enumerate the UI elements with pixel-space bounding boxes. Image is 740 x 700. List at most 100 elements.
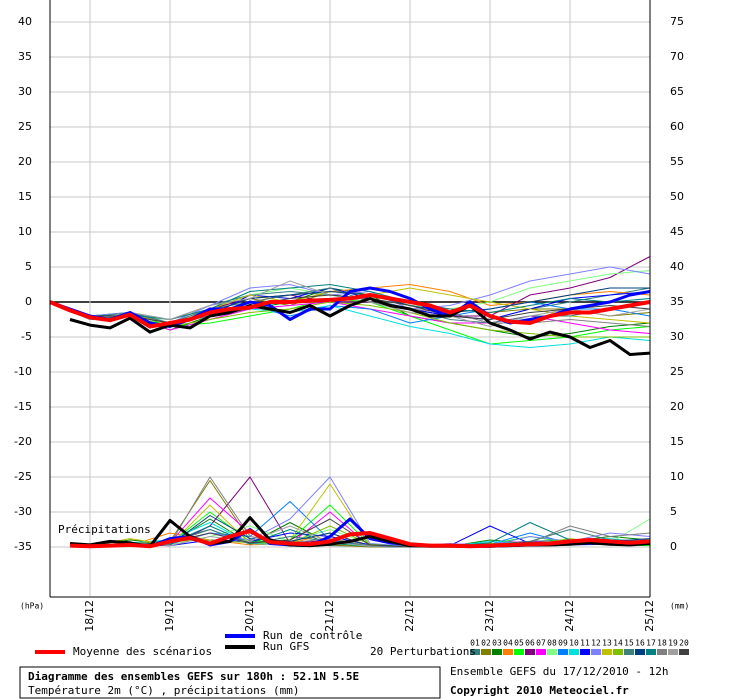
perturbation-number: 17 [646, 639, 656, 648]
perturbation-number: 19 [668, 639, 678, 648]
perturbation-number: 14 [613, 639, 623, 648]
y2-tick-label: 30 [670, 330, 684, 343]
perturbation-swatch [591, 649, 601, 655]
y2-tick-label: 70 [670, 50, 684, 63]
perturbation-swatch [635, 649, 645, 655]
y-tick-label: -20 [14, 435, 32, 448]
perturbation-swatch [547, 649, 557, 655]
y-tick-label: 20 [18, 155, 32, 168]
perturbation-temperature [49, 284, 651, 320]
perturbation-swatch [657, 649, 667, 655]
y2-axis-label: (mm) [670, 602, 689, 611]
y-tick-label: -10 [14, 365, 32, 378]
precip-label: Précipitations [58, 523, 151, 536]
perturbation-number: 01 [470, 639, 480, 648]
y2-tick-label: 75 [670, 15, 684, 28]
y-tick-label: 5 [25, 260, 32, 273]
x-tick-label: 19/12 [163, 600, 176, 632]
y2-tick-label: 0 [670, 540, 677, 553]
y-tick-label: -15 [14, 400, 32, 413]
y-tick-label: 30 [18, 85, 32, 98]
perturbation-swatch [569, 649, 579, 655]
perturbation-number: 08 [547, 639, 557, 648]
perturbation-number: 18 [657, 639, 667, 648]
x-tick-label: 20/12 [243, 600, 256, 632]
y-tick-label: 10 [18, 225, 32, 238]
x-tick-label: 25/12 [643, 600, 656, 632]
perturbation-swatch [602, 649, 612, 655]
title-box [19, 666, 441, 699]
x-tick-label: 18/12 [83, 600, 96, 632]
perturbation-number: 13 [602, 639, 612, 648]
perturbation-number: 07 [536, 639, 546, 648]
chart-subtitle: Température 2m (°C) , précipitations (mm… [28, 684, 300, 697]
perturbation-number: 10 [569, 639, 579, 648]
y-tick-label: -5 [21, 330, 32, 343]
perturbation-number: 12 [591, 639, 601, 648]
perturbation-swatch [646, 649, 656, 655]
copyright: Copyright 2010 Meteociel.fr [450, 684, 629, 697]
perturbation-swatch [679, 649, 689, 655]
perturbation-swatch [536, 649, 546, 655]
perturbation-number: 16 [635, 639, 645, 648]
series-line [49, 293, 651, 329]
perturbation-swatch [668, 649, 678, 655]
y2-tick-label: 50 [670, 190, 684, 203]
perturbation-number: 06 [525, 639, 535, 648]
perturbation-swatch [492, 649, 502, 655]
perturbation-number: 09 [558, 639, 568, 648]
series-line [69, 528, 651, 549]
perturbation-number: 04 [503, 639, 513, 648]
perturbation-swatch [525, 649, 535, 655]
series-line [69, 297, 651, 356]
grid [50, 0, 651, 596]
y2-tick-label: 40 [670, 260, 684, 273]
y2-tick-label: 45 [670, 225, 684, 238]
run-label: Ensemble GEFS du 17/12/2010 - 12h [450, 665, 669, 678]
y-tick-label: 15 [18, 190, 32, 203]
y2-tick-label: 20 [670, 400, 684, 413]
perturbation-swatch [514, 649, 524, 655]
perturbation-temperature [49, 301, 650, 338]
perturbation-swatch [558, 649, 568, 655]
y2-tick-label: 60 [670, 120, 684, 133]
legend-label: Moyenne des scénarios [73, 645, 212, 658]
perturbation-precipitation [89, 476, 651, 548]
y-tick-label: -35 [14, 540, 32, 553]
y-tick-label: 35 [18, 50, 32, 63]
y-axis-label: (hPa) [20, 602, 44, 611]
legend-label: Run de contrôle [263, 629, 362, 642]
perturbation-number: 15 [624, 639, 634, 648]
y2-tick-label: 5 [670, 505, 677, 518]
perturbation-number: 05 [514, 639, 524, 648]
y2-tick-label: 10 [670, 470, 684, 483]
perturbation-swatch [613, 649, 623, 655]
perturbation-swatch [481, 649, 491, 655]
y2-tick-label: 55 [670, 155, 684, 168]
perturbation-swatch [503, 649, 513, 655]
perturbation-swatch [580, 649, 590, 655]
perturbation-swatch [470, 649, 480, 655]
perturbation-number: 20 [679, 639, 689, 648]
y-tick-label: 40 [18, 15, 32, 28]
y2-tick-label: 65 [670, 85, 684, 98]
y-tick-label: 25 [18, 120, 32, 133]
y2-tick-label: 25 [670, 365, 684, 378]
perturbation-swatch [624, 649, 634, 655]
x-tick-label: 21/12 [323, 600, 336, 632]
perturbation-number: 11 [580, 639, 590, 648]
perturbations-label: 20 Perturbations [370, 645, 476, 658]
main-lines [49, 286, 651, 549]
legend-label: Run GFS [263, 640, 309, 653]
y-tick-label: -30 [14, 505, 32, 518]
y2-tick-label: 15 [670, 435, 684, 448]
perturbation-number: 02 [481, 639, 491, 648]
chart-title: Diagramme des ensembles GEFS sur 180h : … [28, 670, 359, 683]
y2-tick-label: 35 [670, 295, 684, 308]
y-tick-label: -25 [14, 470, 32, 483]
x-tick-label: 23/12 [483, 600, 496, 632]
x-tick-label: 24/12 [563, 600, 576, 632]
x-tick-label: 22/12 [403, 600, 416, 632]
